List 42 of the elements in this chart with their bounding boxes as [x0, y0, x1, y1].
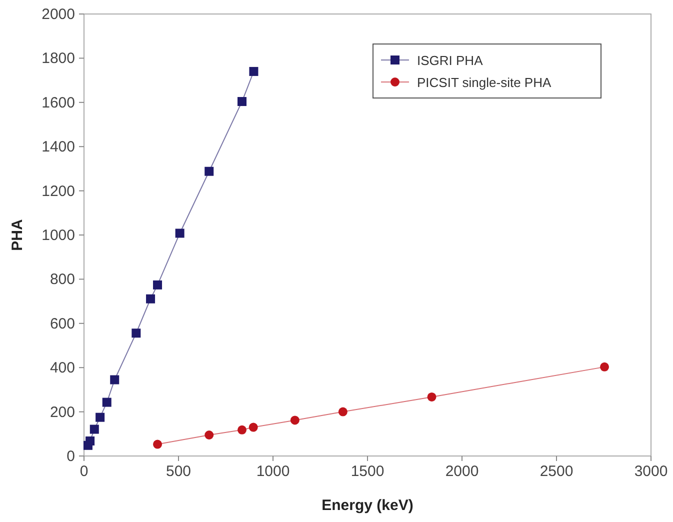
y-tick-label: 1600 — [42, 94, 75, 112]
point — [175, 228, 184, 238]
point — [238, 97, 247, 106]
legend-label: ISGRI PHA — [417, 53, 484, 68]
point — [90, 424, 99, 434]
y-tick-label: 800 — [50, 271, 75, 288]
point — [86, 436, 95, 446]
y-tick-label: 600 — [50, 315, 75, 332]
point — [248, 422, 258, 432]
point — [204, 166, 214, 176]
point — [153, 440, 162, 449]
y-tick-label: 2000 — [42, 6, 75, 23]
y-axis-title: PHA — [9, 219, 26, 251]
point — [132, 328, 141, 338]
y-tick-label: 1200 — [42, 182, 75, 200]
point — [110, 375, 120, 384]
y-tick-label: 0 — [66, 448, 75, 465]
x-tick-label: 0 — [80, 463, 88, 480]
point — [249, 66, 258, 76]
x-tick-label: 1000 — [256, 463, 290, 480]
y-tick-label: 400 — [50, 360, 75, 377]
y-tick-label: 1800 — [42, 50, 75, 68]
x-tick-label: 1500 — [350, 463, 384, 480]
point — [96, 412, 105, 422]
y-tick-label: 1000 — [42, 227, 75, 244]
x-tick-label: 3000 — [634, 463, 668, 480]
point — [290, 416, 300, 425]
x-axis-title: Energy (keV) — [322, 497, 414, 514]
point — [102, 398, 112, 407]
point — [204, 430, 214, 440]
point — [600, 362, 610, 372]
x-tick-label: 2500 — [540, 463, 574, 480]
y-tick-label: 200 — [50, 404, 75, 421]
y-tick-label: 1400 — [42, 138, 75, 156]
point — [238, 425, 247, 434]
point — [146, 294, 156, 304]
point — [338, 407, 348, 416]
point — [153, 280, 162, 290]
legend-label: PICSIT single-site PHA — [417, 75, 552, 90]
point — [427, 392, 436, 402]
x-tick-label: 2000 — [445, 463, 479, 480]
x-tick-label: 500 — [166, 463, 192, 480]
